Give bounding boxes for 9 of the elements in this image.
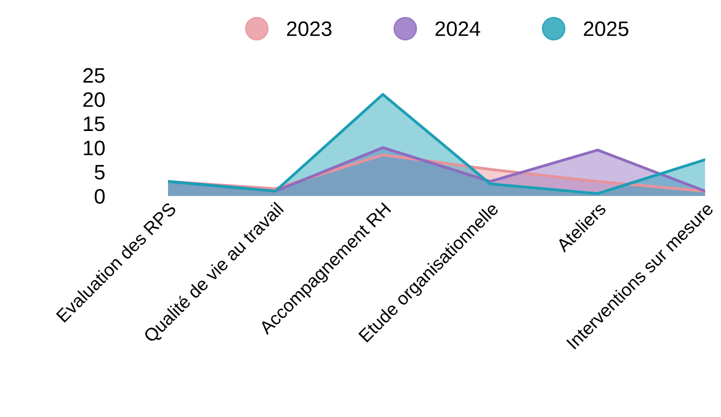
legend-label: 2023 (287, 21, 332, 36)
y-tick-label: 5 (94, 165, 105, 180)
y-tick-label: 15 (84, 116, 105, 132)
legend-label: 2025 (584, 21, 628, 36)
legend-label: 2024 (435, 21, 480, 36)
y-tick-label: 20 (83, 92, 105, 107)
y-tick-label: 10 (84, 140, 105, 156)
y-tick-label: 0 (94, 188, 105, 204)
y-tick-label: 25 (83, 68, 105, 83)
